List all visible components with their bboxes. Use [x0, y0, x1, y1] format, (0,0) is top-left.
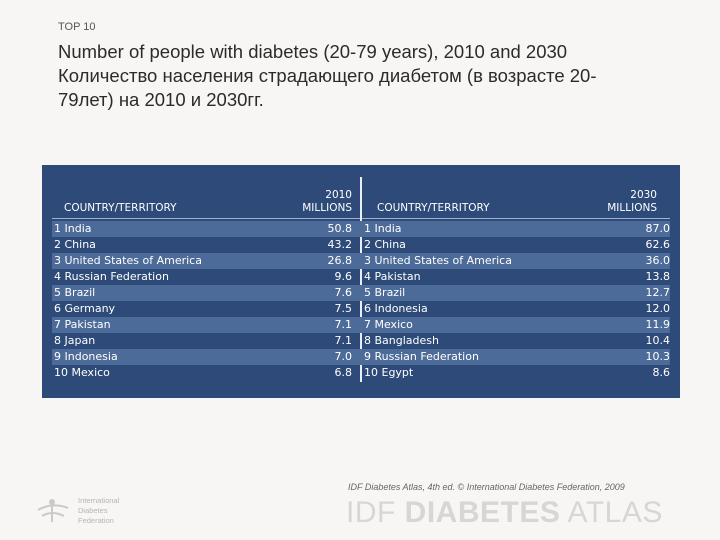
column-divider: [360, 177, 362, 382]
country-2010: 10 Mexico: [54, 366, 110, 379]
table-row: 7 Pakistan 7.1 7 Mexico 11.9: [52, 317, 670, 333]
table-row: 3 United States of America 26.8 3 United…: [52, 253, 670, 269]
country-2010: 7 Pakistan: [54, 318, 111, 331]
slide-title: Number of people with diabetes (20-79 ye…: [58, 40, 678, 112]
table-row: 10 Mexico 6.8 10 Egypt 8.6: [52, 365, 670, 381]
country-2010: 8 Japan: [54, 334, 96, 347]
table-row: 5 Brazil 7.6 5 Brazil 12.7: [52, 285, 670, 301]
table-row: 6 Germany 7.5 6 Indonesia 12.0: [52, 301, 670, 317]
country-2030: 2 China: [364, 238, 406, 251]
header-2030-year: 2030: [630, 189, 657, 201]
logo-line-2: Diabetes: [78, 506, 108, 515]
country-2030: 7 Mexico: [364, 318, 413, 331]
header-2030-value-label: 2030 MILLIONS: [607, 189, 657, 215]
table-row: 2 China 43.2 2 China 62.6: [52, 237, 670, 253]
value-2030: 12.7: [645, 286, 671, 299]
header-2010-year: 2010: [325, 189, 352, 201]
country-2010: 9 Indonesia: [54, 350, 118, 363]
value-2010: 26.8: [327, 254, 353, 267]
header-2010-unit: MILLIONS: [302, 202, 352, 214]
header-2030-col-label: COUNTRY/TERRITORY: [377, 202, 490, 214]
atlas-brand: IDF DIABETES ATLAS: [346, 496, 663, 530]
country-2010: 6 Germany: [54, 302, 116, 315]
country-2010: 1 India: [54, 222, 92, 235]
slide-kicker: TOP 10: [58, 21, 96, 33]
value-2010: 50.8: [327, 222, 353, 235]
header-2030: COUNTRY/TERRITORY 2030 MILLIONS: [377, 179, 657, 215]
title-line-3: 79лет) на 2010 и 2030гг.: [58, 89, 264, 110]
table-row: 4 Russian Federation 9.6 4 Pakistan 13.8: [52, 269, 670, 285]
country-2030: 3 United States of America: [364, 254, 512, 267]
country-2030: 9 Russian Federation: [364, 350, 479, 363]
brand-bold: DIABETES: [404, 496, 561, 529]
country-2030: 10 Egypt: [364, 366, 414, 379]
country-2010: 2 China: [54, 238, 96, 251]
country-2010: 4 Russian Federation: [54, 270, 169, 283]
value-2030: 10.4: [645, 334, 671, 347]
country-2030: 1 India: [364, 222, 402, 235]
value-2010: 6.8: [334, 366, 353, 379]
country-2030: 6 Indonesia: [364, 302, 428, 315]
table-row: 1 India 50.8 1 India 87.0: [52, 221, 670, 237]
table-body: 1 India 50.8 1 India 87.0 2 China 43.2 2…: [52, 221, 670, 381]
value-2030: 87.0: [645, 222, 671, 235]
country-2030: 8 Bangladesh: [364, 334, 439, 347]
value-2010: 7.1: [334, 334, 353, 347]
logo-line-3: Federation: [78, 516, 114, 525]
logo-line-1: International: [78, 496, 120, 505]
value-2030: 10.3: [645, 350, 671, 363]
country-2030: 4 Pakistan: [364, 270, 421, 283]
header-2030-unit: MILLIONS: [607, 202, 657, 214]
title-line-1: Number of people with diabetes (20-79 ye…: [58, 41, 568, 62]
brand-prefix: IDF: [346, 496, 405, 529]
top10-table: COUNTRY/TERRITORY 2010 MILLIONS COUNTRY/…: [42, 165, 680, 398]
value-2010: 7.6: [334, 286, 353, 299]
value-2010: 9.6: [334, 270, 353, 283]
country-2010: 3 United States of America: [54, 254, 202, 267]
header-2010-col-label: COUNTRY/TERRITORY: [64, 202, 177, 214]
idf-logo-icon: [37, 499, 69, 522]
value-2030: 12.0: [645, 302, 671, 315]
value-2030: 8.6: [652, 366, 671, 379]
value-2010: 43.2: [327, 238, 353, 251]
header-2010-value-label: 2010 MILLIONS: [302, 189, 352, 215]
value-2010: 7.5: [334, 302, 353, 315]
value-2010: 7.0: [334, 350, 353, 363]
header-2010: COUNTRY/TERRITORY 2010 MILLIONS: [64, 179, 352, 215]
country-2030: 5 Brazil: [364, 286, 406, 299]
table-row: 9 Indonesia 7.0 9 Russian Federation 10.…: [52, 349, 670, 365]
idf-logo-text: International Diabetes Federation: [78, 496, 119, 526]
value-2030: 62.6: [645, 238, 671, 251]
table-row: 8 Japan 7.1 8 Bangladesh 10.4: [52, 333, 670, 349]
value-2010: 7.1: [334, 318, 353, 331]
country-2010: 5 Brazil: [54, 286, 96, 299]
source-credit: IDF Diabetes Atlas, 4th ed. © Internatio…: [348, 482, 625, 492]
title-line-2: Количество населения страдающего диабето…: [58, 65, 597, 86]
value-2030: 13.8: [645, 270, 671, 283]
brand-suffix: ATLAS: [560, 496, 663, 529]
value-2030: 11.9: [645, 318, 671, 331]
value-2030: 36.0: [645, 254, 671, 267]
